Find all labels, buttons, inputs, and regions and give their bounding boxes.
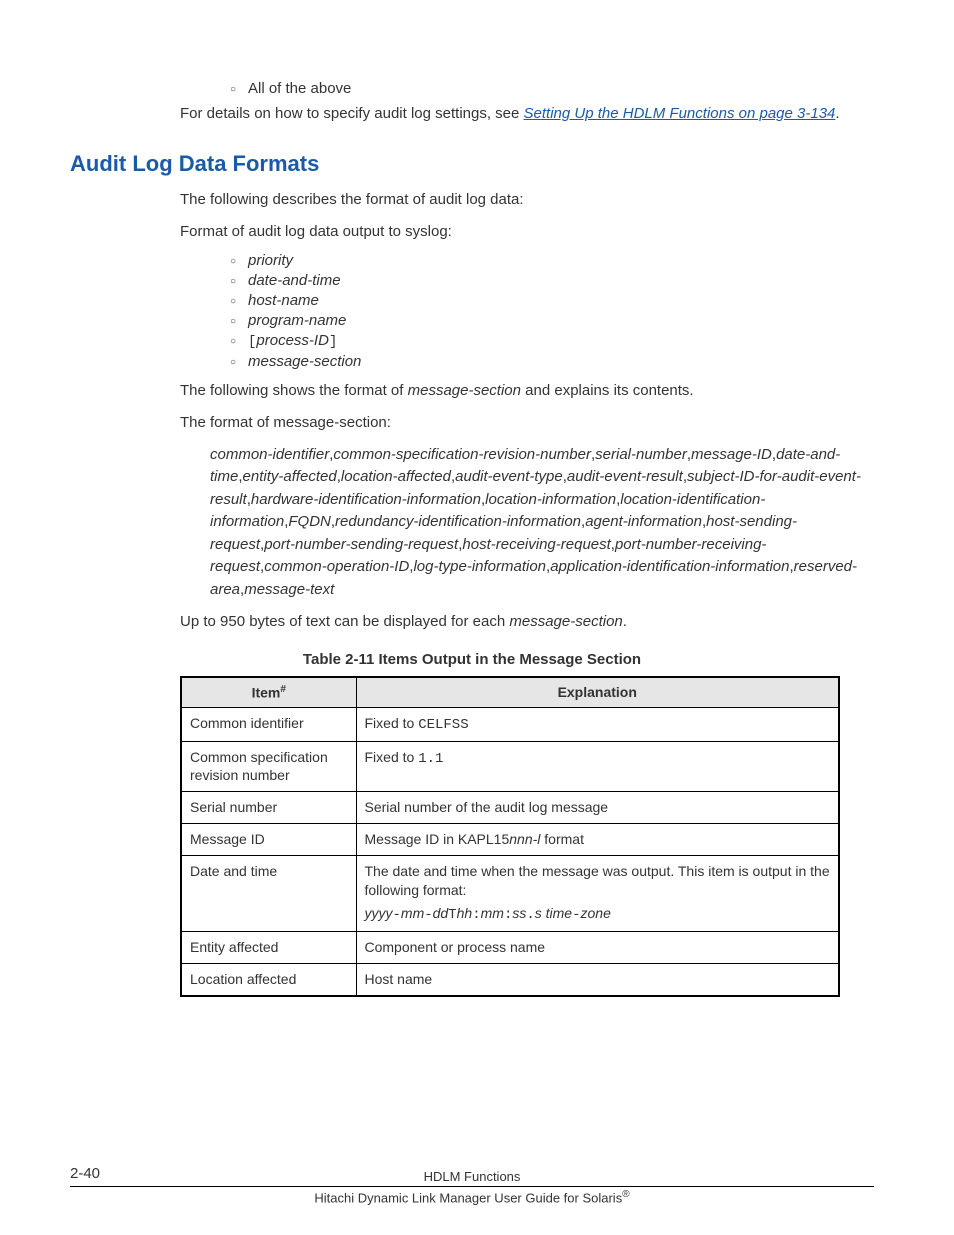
registered-mark: ® bbox=[622, 1189, 629, 1200]
field-label: date-and-time bbox=[248, 272, 341, 289]
text-fragment: Fixed to bbox=[365, 749, 419, 765]
text-fragment-em: nnn-l bbox=[509, 831, 540, 847]
text-fragment: format bbox=[540, 831, 584, 847]
format-line: yyyy-mm-ddThh:mm:ss.s time-zone bbox=[365, 904, 831, 925]
field-label: priority bbox=[248, 252, 293, 269]
explanation-cell: Serial number of the audit log message bbox=[356, 792, 839, 824]
text-fragment-em: message-section bbox=[509, 613, 622, 630]
explanation-cell: The date and time when the message was o… bbox=[356, 856, 839, 932]
field-label: message-section bbox=[248, 353, 361, 370]
format-block: common-identifier,common-specification-r… bbox=[210, 444, 874, 602]
item-cell: Entity affected bbox=[181, 931, 356, 963]
table-row: Date and time The date and time when the… bbox=[181, 856, 839, 932]
field-date-and-time: date-and-time bbox=[230, 272, 874, 289]
text-fragment-em: message-section bbox=[408, 382, 521, 399]
field-host-name: host-name bbox=[230, 292, 874, 309]
intro-1: The following describes the format of au… bbox=[180, 189, 874, 211]
table-row: Common identifier Fixed to CELFSS bbox=[181, 707, 839, 741]
text-fragment: Up to 950 bytes of text can be displayed… bbox=[180, 613, 509, 630]
message-section-intro: The following shows the format of messag… bbox=[180, 380, 874, 402]
table-header-row: Item# Explanation bbox=[181, 677, 839, 707]
table-row: Message ID Message ID in KAPL15nnn-l for… bbox=[181, 824, 839, 856]
text-fragment: Message ID in KAPL15 bbox=[365, 831, 510, 847]
item-cell: Location affected bbox=[181, 963, 356, 995]
item-cell: Serial number bbox=[181, 792, 356, 824]
message-section-table: Item# Explanation Common identifier Fixe… bbox=[180, 676, 840, 997]
bytes-note: Up to 950 bytes of text can be displayed… bbox=[180, 611, 874, 633]
text-fragment: . bbox=[623, 613, 627, 630]
explanation-cell: Message ID in KAPL15nnn-l format bbox=[356, 824, 839, 856]
header-hash: # bbox=[280, 684, 286, 695]
text-line: The date and time when the message was o… bbox=[365, 862, 831, 900]
item-cell: Common identifier bbox=[181, 707, 356, 741]
field-priority: priority bbox=[230, 252, 874, 269]
table-row: Location affected Host name bbox=[181, 963, 839, 995]
field-message-section: message-section bbox=[230, 353, 874, 370]
field-process-id: [process-ID] bbox=[230, 332, 874, 350]
explanation-cell: Component or process name bbox=[356, 931, 839, 963]
field-label: process-ID bbox=[256, 332, 329, 349]
details-paragraph: For details on how to specify audit log … bbox=[180, 103, 874, 125]
date-format-text: yyyy-mm-ddThh:mm:ss.s time-zone bbox=[365, 905, 611, 921]
footer-book: Hitachi Dynamic Link Manager User Guide … bbox=[314, 1190, 622, 1205]
item-cell: Message ID bbox=[181, 824, 356, 856]
table-row: Common specification revision number Fix… bbox=[181, 741, 839, 792]
bullet-text: All of the above bbox=[248, 80, 351, 97]
footer-line-1: 2-40 HDLM Functions bbox=[70, 1169, 874, 1187]
page-number: 2-40 bbox=[70, 1165, 100, 1182]
details-pre: For details on how to specify audit log … bbox=[180, 105, 524, 122]
table-header-item: Item# bbox=[181, 677, 356, 707]
explanation-cell: Fixed to CELFSS bbox=[356, 707, 839, 741]
details-post: . bbox=[835, 105, 839, 122]
header-text: Item bbox=[252, 685, 281, 701]
details-link[interactable]: Setting Up the HDLM Functions on page 3-… bbox=[524, 105, 836, 122]
format-label: The format of message-section: bbox=[180, 412, 874, 434]
bracket-close: ] bbox=[329, 334, 337, 350]
format-text: common-identifier,common-specification-r… bbox=[210, 446, 861, 598]
page-container: All of the above For details on how to s… bbox=[0, 0, 954, 1235]
text-fragment: Fixed to bbox=[365, 715, 419, 731]
text-fragment: The following shows the format of bbox=[180, 382, 408, 399]
footer-title: HDLM Functions bbox=[424, 1169, 521, 1184]
text-fragment: and explains its contents. bbox=[521, 382, 694, 399]
code-text: CELFSS bbox=[418, 717, 468, 733]
table-header-explanation: Explanation bbox=[356, 677, 839, 707]
item-cell: Date and time bbox=[181, 856, 356, 932]
table-row: Entity affected Component or process nam… bbox=[181, 931, 839, 963]
field-label: program-name bbox=[248, 312, 346, 329]
field-label: host-name bbox=[248, 292, 319, 309]
table-row: Serial number Serial number of the audit… bbox=[181, 792, 839, 824]
item-cell: Common specification revision number bbox=[181, 741, 356, 792]
page-footer: 2-40 HDLM Functions Hitachi Dynamic Link… bbox=[70, 1169, 874, 1205]
footer-line-2: Hitachi Dynamic Link Manager User Guide … bbox=[70, 1189, 874, 1205]
code-text: 1.1 bbox=[418, 751, 443, 767]
bullet-all-of-above: All of the above bbox=[230, 80, 874, 97]
field-program-name: program-name bbox=[230, 312, 874, 329]
explanation-cell: Host name bbox=[356, 963, 839, 995]
section-heading: Audit Log Data Formats bbox=[70, 151, 874, 177]
explanation-cell: Fixed to 1.1 bbox=[356, 741, 839, 792]
table-caption: Table 2-11 Items Output in the Message S… bbox=[70, 651, 874, 668]
intro-2: Format of audit log data output to syslo… bbox=[180, 221, 874, 243]
